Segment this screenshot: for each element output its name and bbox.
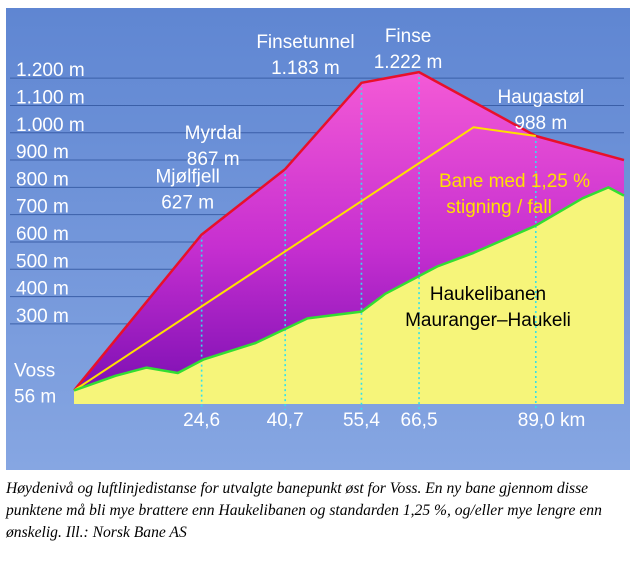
dotted-drop-lines	[200, 72, 537, 410]
slope-annotation-line2: stigning / fall	[446, 197, 552, 218]
magenta-area	[74, 72, 624, 391]
y-tick-label: 600 m	[16, 224, 69, 245]
y-tick-label: 500 m	[16, 251, 69, 272]
y-tick-label: 1.000 m	[16, 115, 85, 136]
x-tick-label: 66,5	[401, 410, 438, 431]
point-elevation-label: 627 m	[161, 193, 214, 214]
point-elevation-label: 1.183 m	[271, 58, 340, 79]
haukeli-annotation-line1: Haukelibanen	[430, 284, 546, 305]
x-tick-label: 24,6	[183, 410, 220, 431]
point-name-label: Myrdal	[185, 123, 242, 144]
figure-caption: Høydenivå og luftlinjedistanse for utval…	[6, 480, 602, 541]
y-tick-labels: 1.200 m 1.100 m 1.000 m 900 m 800 m 700 m 600 …	[16, 60, 85, 327]
point-elevation-label: 56 m	[14, 387, 56, 408]
point-elevation-label: 867 m	[187, 149, 240, 170]
chart-svg: 1.200 m 1.100 m 1.000 m 900 m 800 m 700 m 600 …	[6, 8, 630, 470]
y-tick-label: 1.200 m	[16, 60, 85, 81]
point-name-label: Voss	[14, 361, 55, 382]
series-lines	[73, 70, 625, 392]
slope-annotation-line1: Bane med 1,25 %	[439, 171, 590, 192]
yellow-area	[74, 187, 624, 404]
point-name-label: Haugastøl	[497, 87, 584, 108]
y-tick-label: 700 m	[16, 197, 69, 218]
point-name-label: Finse	[385, 26, 431, 47]
x-tick-labels: 24,6 40,7 55,4 66,5 89,0 km	[183, 410, 585, 431]
yellow-gradient-line	[73, 126, 536, 392]
point-elevation-label: 988 m	[514, 113, 567, 134]
y-tick-label: 400 m	[16, 279, 69, 300]
x-tick-label: 40,7	[267, 410, 304, 431]
point-elevation-label: 1.222 m	[374, 52, 443, 73]
haukeli-annotation-line2: Mauranger–Haukeli	[405, 310, 571, 331]
green-haukeli-line	[73, 186, 625, 392]
point-name-label: Mjølfjell	[155, 167, 219, 188]
elevation-profile-chart: 1.200 m 1.100 m 1.000 m 900 m 800 m 700 m 600 …	[6, 8, 630, 470]
x-tick-label: 55,4	[343, 410, 380, 431]
x-tick-label: 89,0 km	[518, 410, 586, 431]
point-name-label: Finsetunnel	[256, 32, 354, 53]
y-tick-label: 300 m	[16, 306, 69, 327]
y-tick-label: 900 m	[16, 142, 69, 163]
y-tick-label: 800 m	[16, 169, 69, 190]
y-tick-label: 1.100 m	[16, 87, 85, 108]
point-labels: Voss 56 m Mjølfjell 627 m Myrdal 867 m Finsetu…	[14, 26, 584, 407]
